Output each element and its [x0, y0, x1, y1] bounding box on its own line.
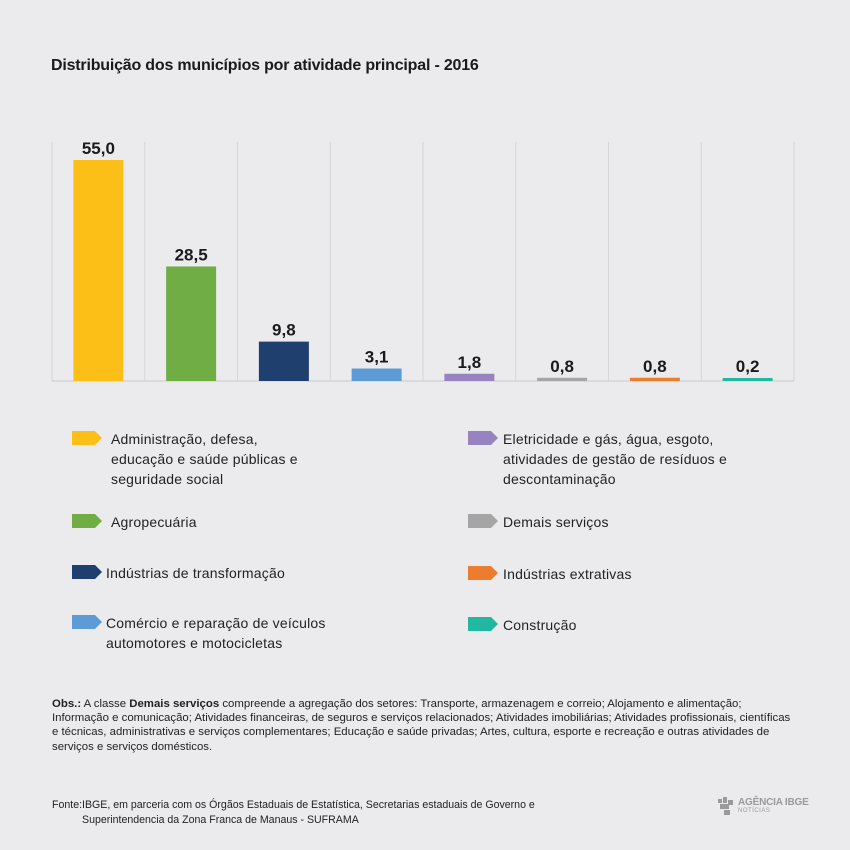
legend-swatch-icon [468, 431, 498, 445]
legend-swatch-icon [72, 565, 102, 579]
legend-label-line: Indústrias de transformação [106, 565, 285, 581]
legend-label-line: atividades de gestão de resíduos e [503, 451, 727, 467]
ibge-logo-icon [718, 797, 733, 815]
legend-label-line: descontaminação [503, 471, 616, 487]
bar-value-label: 0,8 [550, 357, 574, 376]
legend-label: Demais serviços [503, 512, 609, 532]
obs-bold-term: Demais serviços [129, 698, 220, 710]
legend-item: Eletricidade e gás, água, esgoto, ativida… [468, 429, 727, 489]
legend-swatch-icon [468, 514, 498, 528]
legend-label-line: educação e saúde públicas e [111, 451, 298, 467]
legend-swatch-icon [72, 514, 102, 528]
bar [351, 368, 402, 381]
bar [629, 377, 680, 381]
source-label: Fonte: [52, 799, 83, 811]
source-note: Fonte:IBGE, em parceria com os Órgãos Es… [52, 798, 535, 828]
legend-item: Comércio e reparação de veículos automoto… [72, 613, 326, 653]
legend-item: Demais serviços [468, 512, 609, 532]
legend-item: Indústrias extrativas [468, 564, 632, 584]
legend-label-line: Construção [503, 617, 577, 633]
legend-label-line: automotores e motocicletas [106, 635, 283, 651]
bar-value-label: 1,8 [458, 353, 482, 372]
legend-swatch-icon [72, 431, 102, 445]
bar-value-label: 0,2 [736, 357, 760, 376]
source-line-2: Superintendencia da Zona Franca de Manau… [82, 814, 359, 826]
legend-label: Indústrias de transformação [106, 563, 285, 583]
bar [166, 266, 217, 381]
logo-line-1: AGÊNCIA IBGE [738, 797, 809, 808]
legend-item: Administração, defesa, educação e saúde p… [72, 429, 298, 489]
bar-value-label: 0,8 [643, 357, 667, 376]
obs-label: Obs.: [52, 698, 82, 710]
legend-label: Agropecuária [111, 512, 197, 532]
bar [258, 341, 309, 381]
legend-label-line: Eletricidade e gás, água, esgoto, [503, 431, 714, 447]
bar [444, 373, 495, 381]
bar-value-label: 9,8 [272, 321, 296, 340]
bar-value-label: 28,5 [175, 245, 208, 264]
legend-label: Indústrias extrativas [503, 564, 632, 584]
agencia-ibge-logo: AGÊNCIA IBGE NOTÍCIAS [717, 797, 809, 817]
bar [537, 377, 588, 381]
legend-label: Administração, defesa, educação e saúde p… [111, 429, 298, 489]
legend-label-line: Comércio e reparação de veículos [106, 615, 326, 631]
legend-item: Construção [468, 615, 577, 635]
legend-label-line: Administração, defesa, [111, 431, 258, 447]
bar-chart: 55,0 28,5 9,8 3,1 1,8 0,8 0,8 0,2 [51, 139, 795, 382]
bar [73, 160, 124, 381]
legend-label-line: Indústrias extrativas [503, 566, 632, 582]
legend-swatch-icon [468, 617, 498, 631]
logo-line-2: NOTÍCIAS [738, 808, 771, 814]
legend-swatch-icon [72, 615, 102, 629]
legend-item: Agropecuária [72, 512, 197, 532]
bar [722, 378, 773, 381]
source-line-1: IBGE, em parceria com os Órgãos Estaduai… [82, 799, 535, 811]
observation-note: Obs.: A classe Demais serviços compreend… [52, 697, 797, 754]
bar-value-label: 3,1 [365, 348, 389, 367]
legend-label: Construção [503, 615, 577, 635]
obs-pre: A classe [81, 698, 130, 710]
legend-label: Comércio e reparação de veículos automoto… [106, 613, 326, 653]
legend-swatch-icon [468, 566, 498, 580]
legend-label-line: seguridade social [111, 471, 224, 487]
chart-title: Distribuição dos municípios por atividad… [51, 57, 479, 74]
obs-text: compreende a agregação dos setores: Tran… [52, 698, 791, 753]
legend-label-line: Demais serviços [503, 514, 609, 530]
legend-label-line: Agropecuária [111, 514, 197, 530]
legend-item: Indústrias de transformação [72, 563, 285, 583]
legend-label: Eletricidade e gás, água, esgoto, ativida… [503, 429, 727, 489]
bar-value-label: 55,0 [82, 139, 115, 158]
